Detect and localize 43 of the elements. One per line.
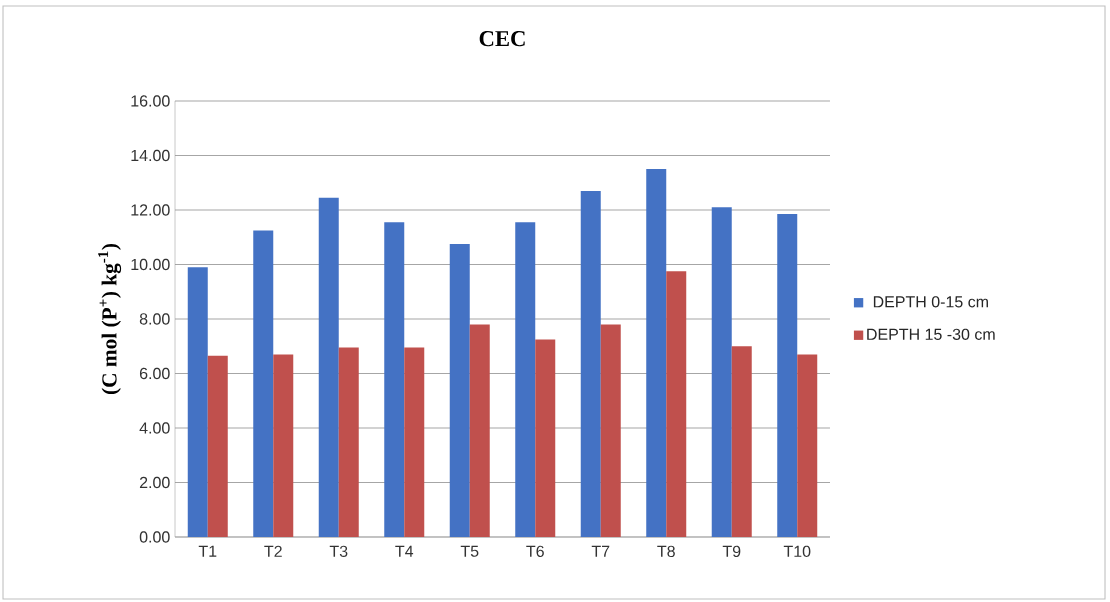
bar	[273, 354, 294, 537]
bar	[207, 355, 228, 537]
bar	[731, 346, 752, 537]
legend-label: DEPTH 0-15 cm	[873, 296, 988, 308]
bar	[535, 339, 556, 537]
chart-title: CEC	[479, 31, 525, 47]
bar	[666, 271, 687, 537]
bar	[711, 207, 732, 537]
bar	[646, 169, 667, 537]
x-tick-label: T9	[722, 545, 741, 558]
x-tick-label: T6	[526, 545, 544, 558]
x-tick-label: T8	[657, 545, 675, 558]
x-tick-label: T10	[783, 545, 811, 558]
y-axis-title: (C mol (P$^{+}$) kg$^{-1}$)	[98, 243, 122, 395]
y-tick-label: 0.00	[139, 531, 170, 543]
x-tick-label: T2	[264, 545, 282, 557]
bar	[449, 244, 470, 537]
y-tick-label: 16.00	[131, 95, 170, 107]
bar	[777, 214, 798, 537]
x-tick-label: T4	[395, 545, 414, 557]
legend-label: DEPTH 15 -30 cm	[867, 328, 995, 340]
bar	[318, 197, 339, 537]
y-tick-label: 2.00	[139, 476, 170, 489]
bar	[384, 222, 405, 537]
x-tick-label: T5	[460, 545, 479, 557]
x-tick-label: T3	[329, 545, 348, 558]
bar	[187, 267, 208, 537]
y-tick-label: 6.00	[139, 367, 170, 380]
y-tick-label: 8.00	[139, 313, 170, 325]
bar	[469, 324, 490, 537]
x-tick-label: T1	[198, 545, 217, 557]
bar	[404, 347, 425, 537]
bar	[338, 347, 359, 537]
bar	[253, 230, 274, 537]
y-tick-label: 14.00	[131, 149, 170, 162]
y-tick-label: 4.00	[139, 422, 170, 434]
bar	[515, 222, 536, 537]
y-tick-label: 10.00	[131, 258, 170, 271]
y-tick-label: 12.00	[131, 204, 170, 216]
bar	[580, 190, 601, 537]
bar	[600, 324, 621, 537]
x-tick-label: T7	[591, 545, 610, 557]
bar	[797, 354, 818, 537]
